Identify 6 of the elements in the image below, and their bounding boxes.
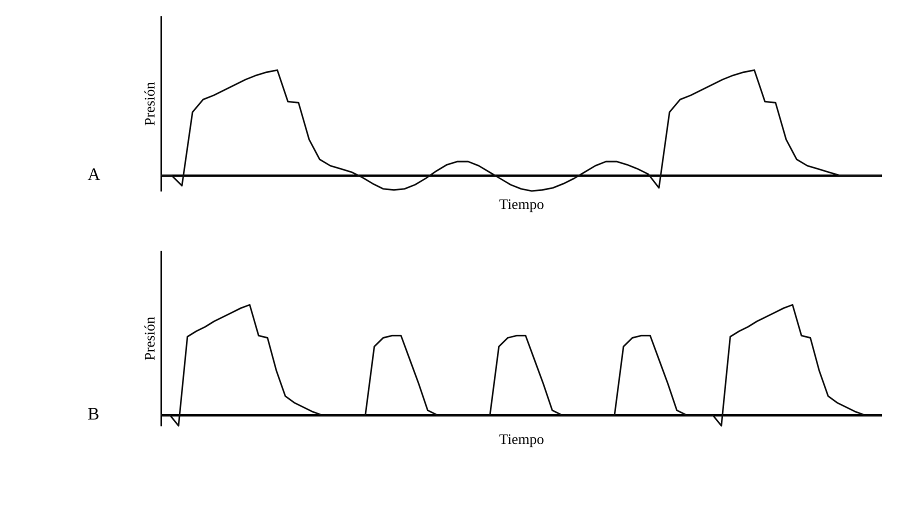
text: A: [88, 164, 101, 184]
y-axis-title: Presión: [142, 81, 158, 126]
y-axis-title: Presión: [142, 316, 158, 360]
x-axis-title: Tiempo: [499, 197, 544, 214]
text: B: [88, 404, 100, 424]
x-axis-title: Tiempo: [499, 432, 544, 448]
